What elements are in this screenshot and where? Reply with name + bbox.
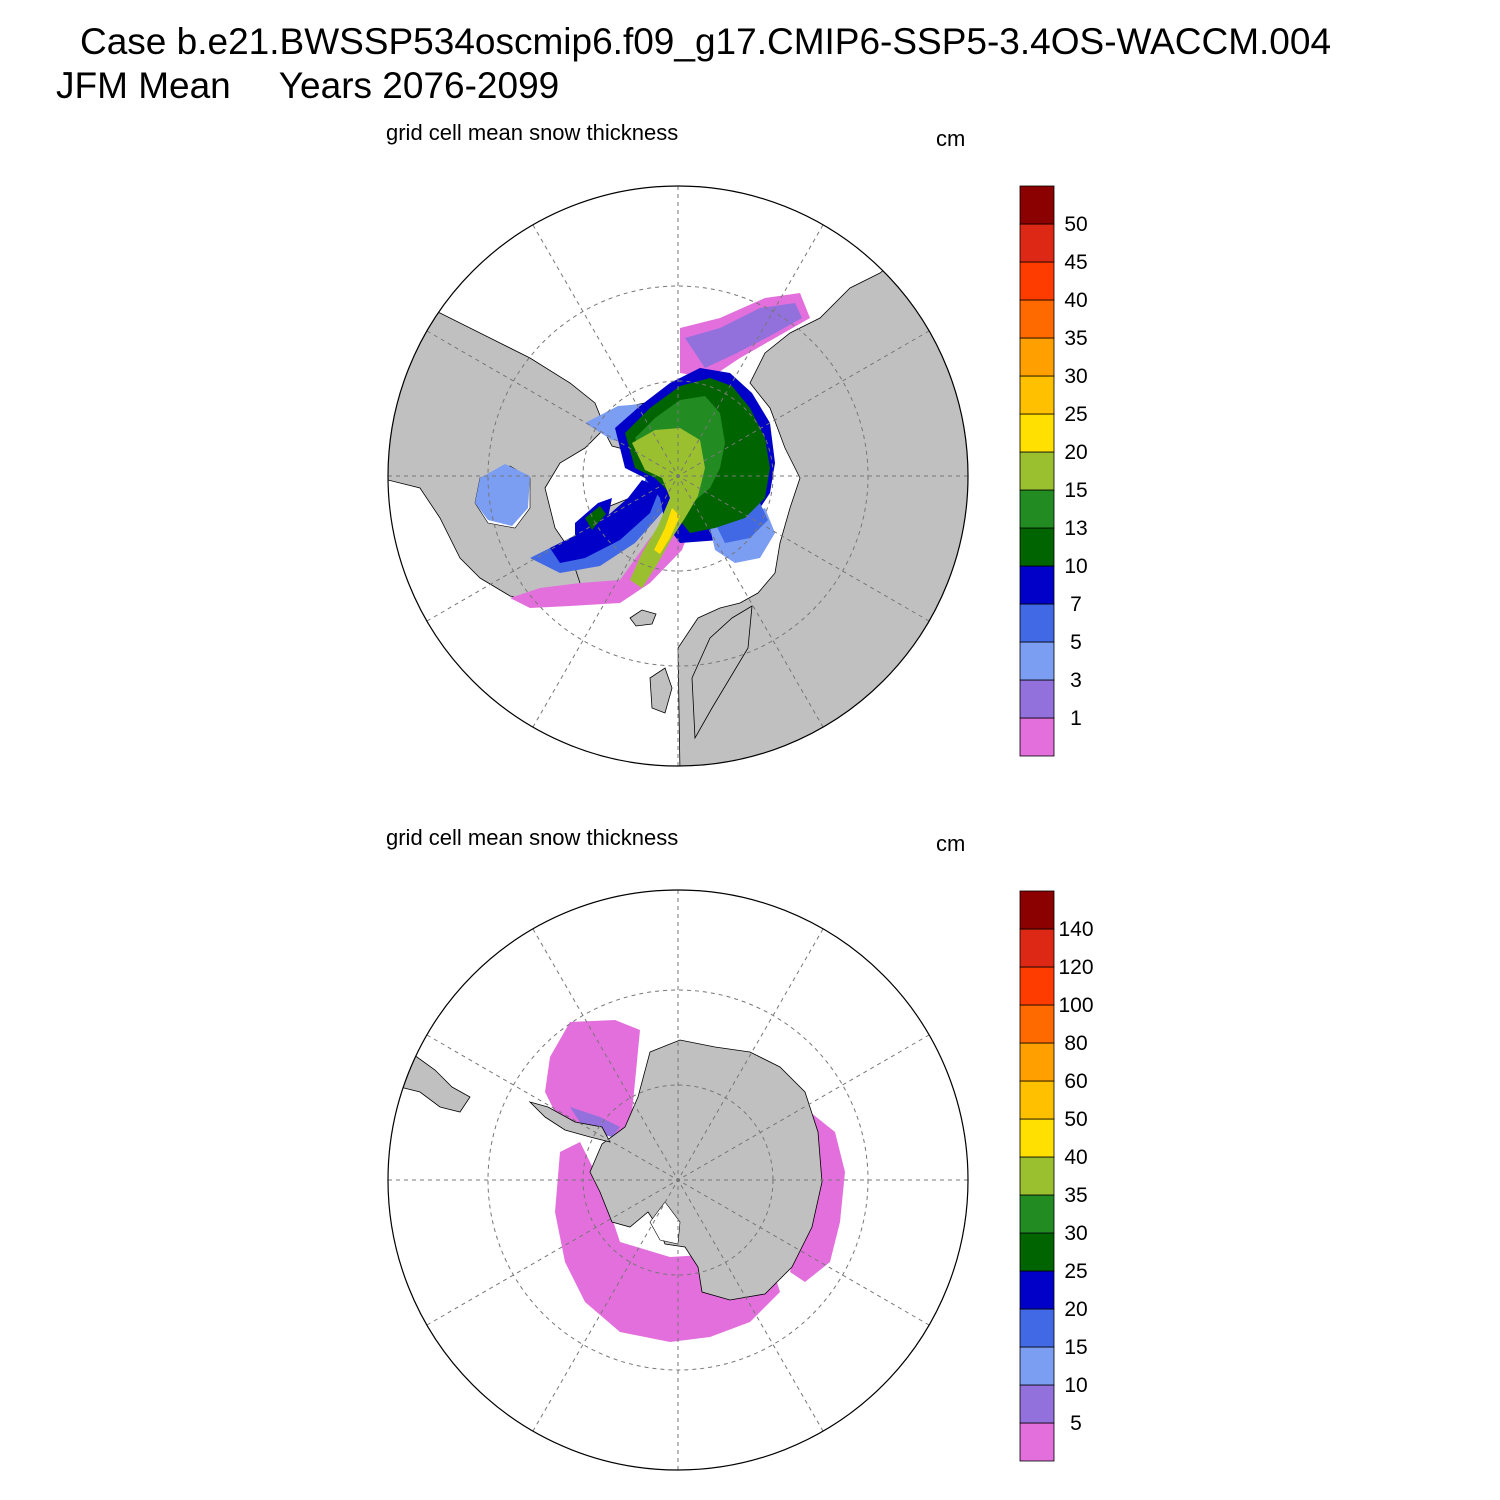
colorbar-south-swatch	[1019, 1080, 1055, 1120]
colorbar-north-swatch	[1019, 603, 1055, 643]
graticule-north	[388, 186, 968, 766]
colorbar-south-swatch	[1019, 1384, 1055, 1424]
panel-title-north: grid cell mean snow thickness	[386, 120, 679, 145]
season-label: JFM Mean	[56, 65, 231, 106]
colorbar-south-tick-label: 120	[1058, 956, 1093, 979]
colorbar-north-tick-label: 45	[1064, 251, 1087, 274]
colorbar-north-tick-label: 15	[1064, 479, 1087, 502]
figure-title-period: JFM Mean Years 2076-2099	[56, 66, 559, 106]
units-label-south: cm	[936, 831, 966, 856]
colorbar-south-swatch	[1019, 1156, 1055, 1196]
colorbar-north-swatch	[1019, 223, 1055, 263]
colorbar-south-tick-label: 20	[1064, 1298, 1087, 1321]
colorbar-south-tick-label: 50	[1064, 1108, 1087, 1131]
colorbar-north-tick-label: 1	[1070, 707, 1082, 730]
colorbar-south-tick-label: 35	[1064, 1184, 1087, 1207]
units-label-north: cm	[936, 126, 966, 151]
figure-title-case: Case b.e21.BWSSP534oscmip6.f09_g17.CMIP6…	[80, 21, 1332, 62]
land-antarctic-peninsula	[528, 1101, 611, 1143]
colorbar-south-tick-label: 80	[1064, 1032, 1087, 1055]
colorbar-north-swatch	[1019, 261, 1055, 301]
colorbar-south-tick-label: 5	[1070, 1412, 1082, 1435]
colorbar-north-swatch	[1019, 527, 1055, 567]
colorbar-south-swatch	[1019, 1346, 1055, 1386]
colorbar-north-tick-label: 25	[1064, 403, 1087, 426]
colorbar-north-tick-label: 35	[1064, 327, 1087, 350]
colorbar-north-tick-label: 30	[1064, 365, 1087, 388]
map-border-south	[387, 889, 969, 1471]
colorbar-north-swatch	[1019, 413, 1055, 453]
colorbar-south: 5 10 15 20 25 30 35 40 50 60 80 100 120 140	[1019, 890, 1094, 1462]
colorbar-south-tick-label: 10	[1064, 1374, 1087, 1397]
colorbar-north-swatch	[1019, 451, 1055, 491]
colorbar-north-swatch	[1019, 337, 1055, 377]
colorbar-north-tick-label: 40	[1064, 289, 1087, 312]
colorbar-south-swatch	[1019, 1422, 1055, 1462]
colorbar-south-swatch	[1019, 1270, 1055, 1310]
colorbar-south-tick-label: 140	[1058, 918, 1093, 941]
colorbar-south-swatch	[1019, 1042, 1055, 1082]
colorbar-south-swatch	[1019, 1194, 1055, 1234]
colorbar-south-tick-label: 60	[1064, 1070, 1087, 1093]
colorbar-north-tick-label: 5	[1070, 631, 1082, 654]
land-scandinavia	[691, 605, 753, 740]
ross-ice-shelf	[649, 1201, 681, 1245]
colorbar-south-tick-label: 30	[1064, 1222, 1087, 1245]
years-label: Years 2076-2099	[278, 65, 560, 106]
land-antarctica	[589, 1039, 823, 1301]
panel-title-south: grid cell mean snow thickness	[386, 825, 679, 850]
colorbar-south-swatch	[1019, 1118, 1055, 1158]
colorbar-north-swatch	[1019, 641, 1055, 681]
snow-field-north	[475, 293, 810, 608]
antarctic-snow-map	[387, 889, 969, 1471]
colorbar-south-swatch	[1019, 966, 1055, 1006]
colorbar-north-tick-label: 13	[1064, 517, 1087, 540]
colorbar-south-swatch	[1019, 1232, 1055, 1272]
land-british-isles	[649, 667, 673, 714]
land-iceland	[629, 609, 657, 627]
graticule-south	[388, 890, 968, 1470]
colorbar-south-swatch	[1019, 1004, 1055, 1044]
colorbar-north-tick-label: 3	[1070, 669, 1082, 692]
map-border-north	[387, 185, 969, 767]
colorbar-south-tick-label: 100	[1058, 994, 1093, 1017]
colorbar-north-tick-label: 50	[1064, 213, 1087, 236]
colorbar-north-swatch	[1019, 185, 1055, 225]
colorbar-south-swatch	[1019, 890, 1055, 930]
colorbar-north-tick-label: 10	[1064, 555, 1087, 578]
colorbar-north-swatch	[1019, 375, 1055, 415]
colorbar-south-tick-label: 25	[1064, 1260, 1087, 1283]
arctic-snow-map	[387, 185, 969, 767]
colorbar-north-swatch	[1019, 565, 1055, 605]
colorbar-north-swatch	[1019, 489, 1055, 529]
colorbar-south-tick-label: 40	[1064, 1146, 1087, 1169]
colorbar-north-swatch	[1019, 717, 1055, 757]
colorbar-south-swatch	[1019, 1308, 1055, 1348]
colorbar-south-swatch	[1019, 928, 1055, 968]
colorbar-north-tick-label: 20	[1064, 441, 1087, 464]
colorbar-north-swatch	[1019, 299, 1055, 339]
colorbar-north-tick-label: 7	[1070, 593, 1082, 616]
colorbar-north-swatch	[1019, 679, 1055, 719]
colorbar-south-tick-label: 15	[1064, 1336, 1087, 1359]
